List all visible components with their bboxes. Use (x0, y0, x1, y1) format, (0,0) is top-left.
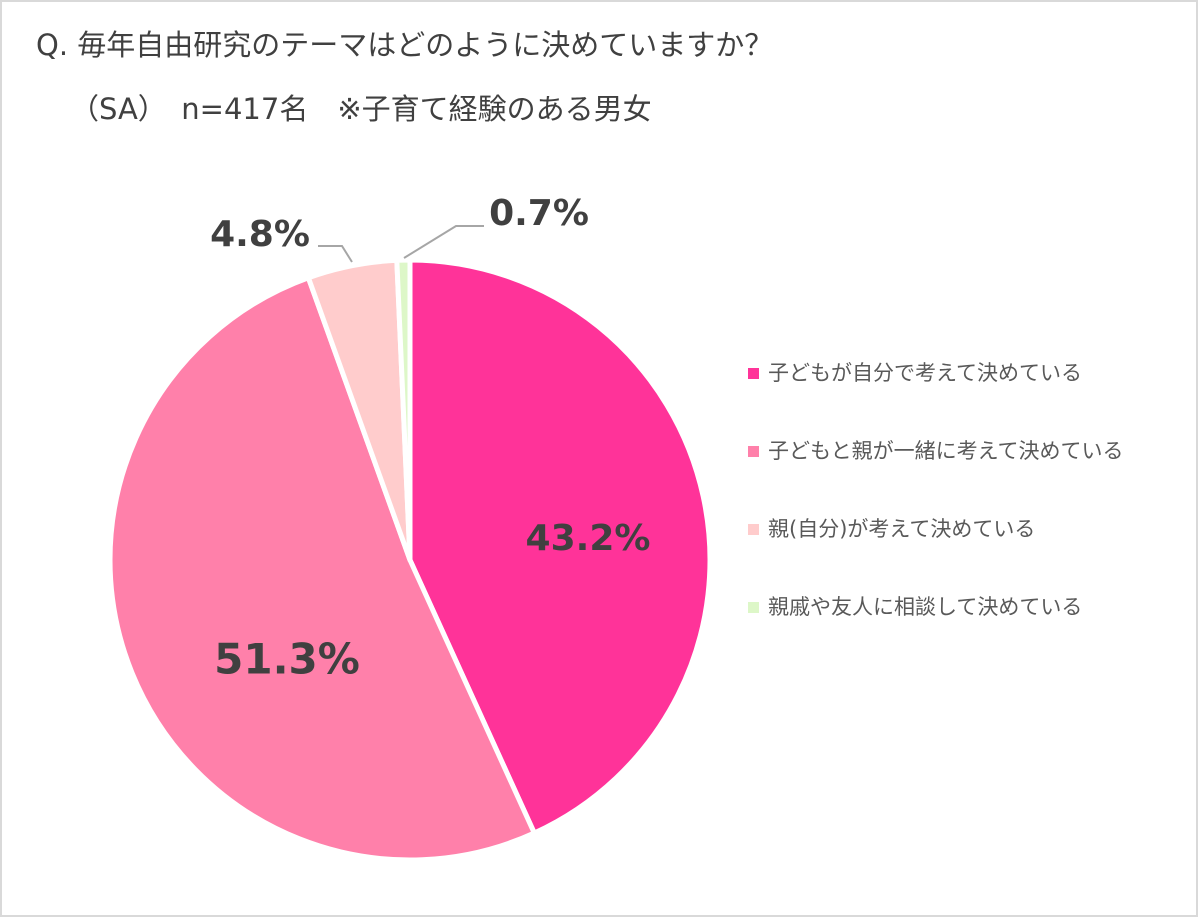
legend-item-4: 親戚や友人に相談して決めている (748, 589, 1124, 667)
legend-label-2: 子どもと親が一緒に考えて決めている (768, 439, 1124, 463)
legend-item-2: 子どもと親が一緒に考えて決めている (748, 433, 1124, 511)
data-label-4: 0.7% (489, 193, 589, 234)
legend-swatch-2 (748, 446, 759, 457)
legend-label-4: 親戚や友人に相談して決めている (768, 595, 1083, 619)
data-label-2: 51.3% (214, 635, 360, 684)
leader-line-3 (318, 245, 353, 263)
legend-swatch-1 (748, 368, 759, 379)
pie-slice-4 (394, 257, 413, 563)
legend-label-3: 親(自分)が考えて決めている (768, 517, 1036, 541)
data-label-3: 4.8% (210, 214, 310, 255)
pie-slice-1 (407, 257, 713, 836)
pie-slice-2 (107, 275, 537, 863)
chart-legend: 子どもが自分で考えて決めている子どもと親が一緒に考えて決めている 親(自分)が考え… (748, 355, 1124, 667)
legend-swatch-4 (748, 602, 759, 613)
legend-swatch-3 (748, 524, 759, 535)
legend-item-1: 子どもが自分で考えて決めている (748, 355, 1124, 433)
leader-line-4 (403, 225, 484, 259)
legend-label-1: 子どもが自分で考えて決めている (768, 361, 1082, 385)
data-label-1: 43.2% (526, 518, 651, 559)
chart-title: Q. 毎年自由研究のテーマはどのように決めていますか？ (36, 28, 774, 62)
legend-item-3: 親(自分)が考えて決めている (748, 511, 1124, 589)
chart-subtitle: （SA） n=417名 ※子育て経験のある男女 (70, 92, 652, 126)
